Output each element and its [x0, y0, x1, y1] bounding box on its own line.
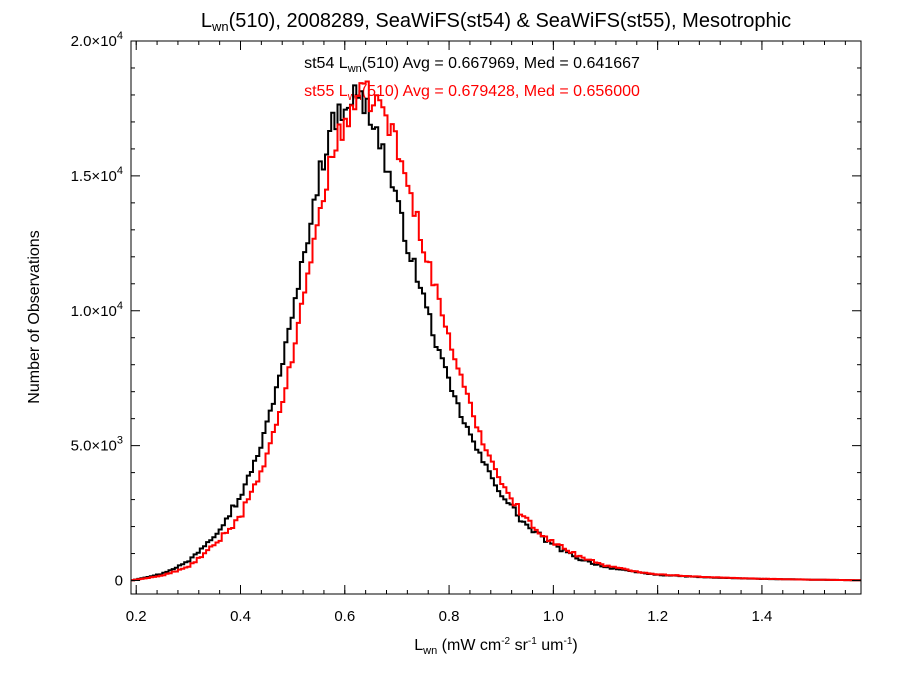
x-tick-label: 0.4	[230, 608, 251, 625]
annotation-st55-b: (510) Avg = 0.679428, Med = 0.656000	[362, 83, 640, 100]
x-label-unit-close: )	[572, 637, 577, 654]
annotation-st54-b: (510) Avg = 0.667969, Med = 0.641667	[362, 55, 640, 72]
y-tick-label: 1.0×104	[71, 300, 123, 320]
x-label-unit-open: (mW cm	[437, 637, 501, 654]
plot-frame	[130, 40, 862, 595]
y-tick-label: 0	[115, 573, 123, 590]
x-label-sup-1: -2	[501, 636, 510, 647]
y-tick-label: 1.5×104	[71, 165, 123, 185]
ticks-layer: 0.2 0.4 0.6 0.8 1.0 1.2 1.4 0 5.0×103 1.0×104 1.5×…	[71, 30, 861, 625]
x-tick-label: 1.0	[543, 608, 564, 625]
y-tick-label: 5.0×103	[71, 435, 123, 455]
x-label-unit-2: sr	[510, 637, 528, 654]
annotation-st55: st55 Lwn(510) Avg = 0.679428, Med = 0.65…	[304, 83, 640, 103]
x-label-sup-2: -1	[528, 636, 537, 647]
chart-title: Lwn(510), 2008289, SeaWiFS(st54) & SeaWi…	[201, 10, 791, 34]
x-label-sup-3: -1	[563, 636, 572, 647]
x-tick-label: 0.8	[439, 608, 460, 625]
x-tick-label: 0.2	[126, 608, 147, 625]
annotation-st55-sub: wn	[347, 91, 362, 103]
title-main: L	[201, 10, 212, 32]
x-label-main: L	[414, 637, 423, 654]
y-tick-label: 2.0×104	[71, 30, 123, 50]
y-axis-label: Number of Observations	[26, 230, 43, 403]
x-tick-label: 1.2	[647, 608, 668, 625]
annotation-st54-a: st54 L	[304, 55, 348, 72]
annotation-st54: st54 Lwn(510) Avg = 0.667969, Med = 0.64…	[304, 55, 640, 75]
annotation-st54-sub: wn	[347, 63, 362, 75]
title-sub: wn	[211, 19, 229, 34]
x-axis-label: Lwn (mW cm-2 sr-1 um-1)	[414, 636, 577, 657]
title-rest: (510), 2008289, SeaWiFS(st54) & SeaWiFS(…	[229, 10, 791, 32]
annotation-st55-a: st55 L	[304, 83, 348, 100]
x-label-unit-3: um	[537, 637, 564, 654]
series-line-st55	[131, 80, 861, 582]
x-label-sub: wn	[422, 645, 437, 657]
x-tick-label: 0.6	[334, 608, 355, 625]
series-line-st54	[131, 84, 861, 582]
x-tick-label: 1.4	[751, 608, 772, 625]
series-layer	[131, 80, 861, 582]
